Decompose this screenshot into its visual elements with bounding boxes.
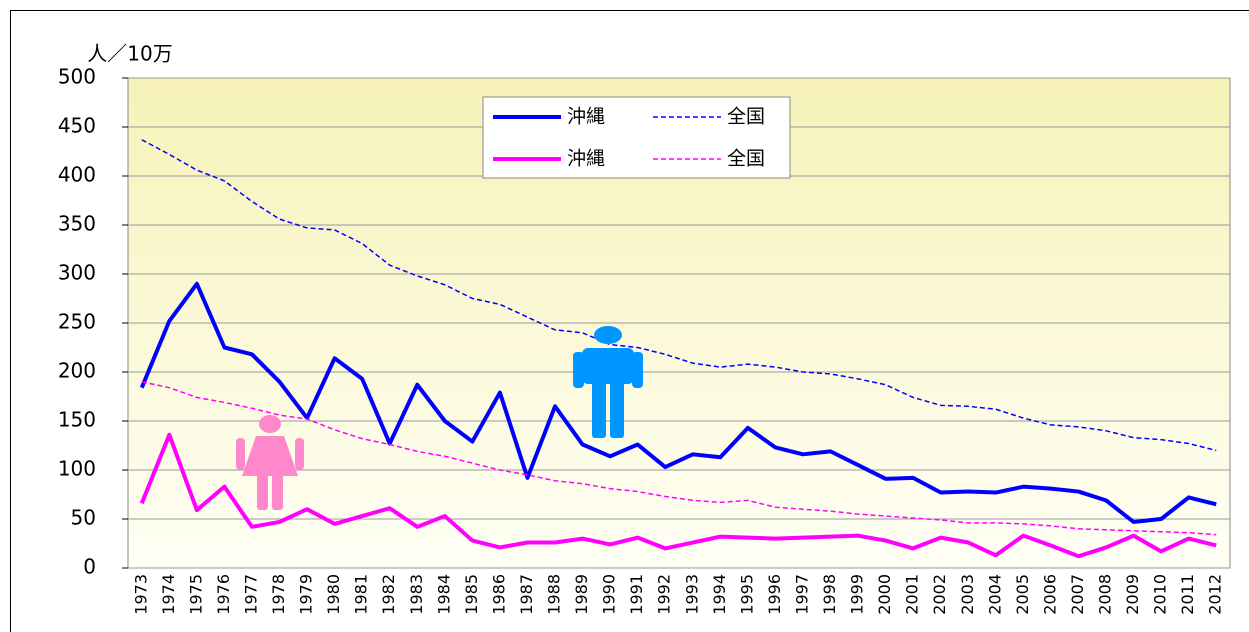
x-tick-label: 1997: [792, 574, 811, 615]
legend-label: 全国: [727, 148, 765, 170]
x-tick-label: 1983: [407, 574, 426, 615]
x-tick-label: 1994: [710, 574, 729, 615]
x-tick-label: 1987: [517, 574, 536, 615]
x-tick-label: 2007: [1068, 574, 1087, 615]
y-tick-label: 100: [58, 457, 96, 481]
x-tick-label: 2002: [930, 574, 949, 615]
y-tick-label: 450: [58, 114, 96, 138]
x-tick-label: 1993: [682, 574, 701, 615]
x-tick-label: 1977: [241, 574, 260, 615]
x-tick-label: 1975: [186, 574, 205, 615]
x-tick-label: 1985: [462, 574, 481, 615]
x-tick-label: 1995: [737, 574, 756, 615]
x-tick-label: 2008: [1096, 574, 1115, 615]
x-tick-label: 1998: [820, 574, 839, 615]
series-line: [139, 281, 1217, 524]
x-tick-label: 2004: [985, 574, 1004, 615]
x-tick-label: 1984: [434, 574, 453, 615]
x-tick-label: 2010: [1151, 574, 1170, 615]
x-tick-label: 1988: [545, 574, 564, 615]
y-axis-label: 人／10万: [87, 42, 172, 66]
male-icon: [573, 326, 643, 438]
x-tick-label: 1980: [324, 574, 343, 615]
x-tick-label: 1979: [297, 574, 316, 615]
x-tick-label: 1974: [159, 574, 178, 615]
x-tick-label: 2011: [1178, 574, 1197, 615]
female-icon: [236, 415, 304, 510]
x-tick-label: 2009: [1123, 574, 1142, 615]
y-tick-label: 400: [58, 163, 96, 187]
x-tick-label: 2006: [1040, 574, 1059, 615]
y-tick-label: 300: [58, 261, 96, 285]
x-tick-label: 1982: [379, 574, 398, 615]
x-tick-label: 2005: [1013, 574, 1032, 615]
x-tick-label: 2003: [958, 574, 977, 615]
legend-label: 沖縄: [567, 148, 605, 170]
x-tick-label: 1973: [131, 574, 150, 615]
x-tick-label: 2000: [875, 574, 894, 615]
y-tick-label: 250: [58, 310, 96, 334]
x-tick-label: 1986: [489, 574, 508, 615]
y-tick-label: 200: [58, 359, 96, 383]
x-tick-label: 1999: [848, 574, 867, 615]
x-tick-label: 1996: [765, 574, 784, 615]
y-tick-label: 150: [58, 408, 96, 432]
y-tick-label: 50: [71, 506, 96, 530]
y-tick-label: 350: [58, 212, 96, 236]
series-line: [141, 381, 1217, 536]
legend: [482, 96, 791, 179]
series-line: [141, 139, 1217, 452]
x-tick-label: 1992: [655, 574, 674, 615]
x-tick-label: 1991: [627, 574, 646, 615]
y-tick-label: 0: [83, 555, 96, 579]
frame: [10, 10, 1249, 632]
legend-label: 全国: [727, 106, 765, 128]
x-tick-label: 2001: [903, 574, 922, 615]
x-tick-label: 1981: [352, 574, 371, 615]
x-tick-label: 1978: [269, 574, 288, 615]
x-tick-label: 1989: [572, 574, 591, 615]
x-tick-label: 1976: [214, 574, 233, 615]
y-tick-label: 500: [58, 65, 96, 89]
legend-label: 沖縄: [567, 106, 605, 128]
x-tick-label: 2012: [1206, 574, 1225, 615]
series-line: [139, 432, 1217, 559]
x-tick-label: 1990: [600, 574, 619, 615]
